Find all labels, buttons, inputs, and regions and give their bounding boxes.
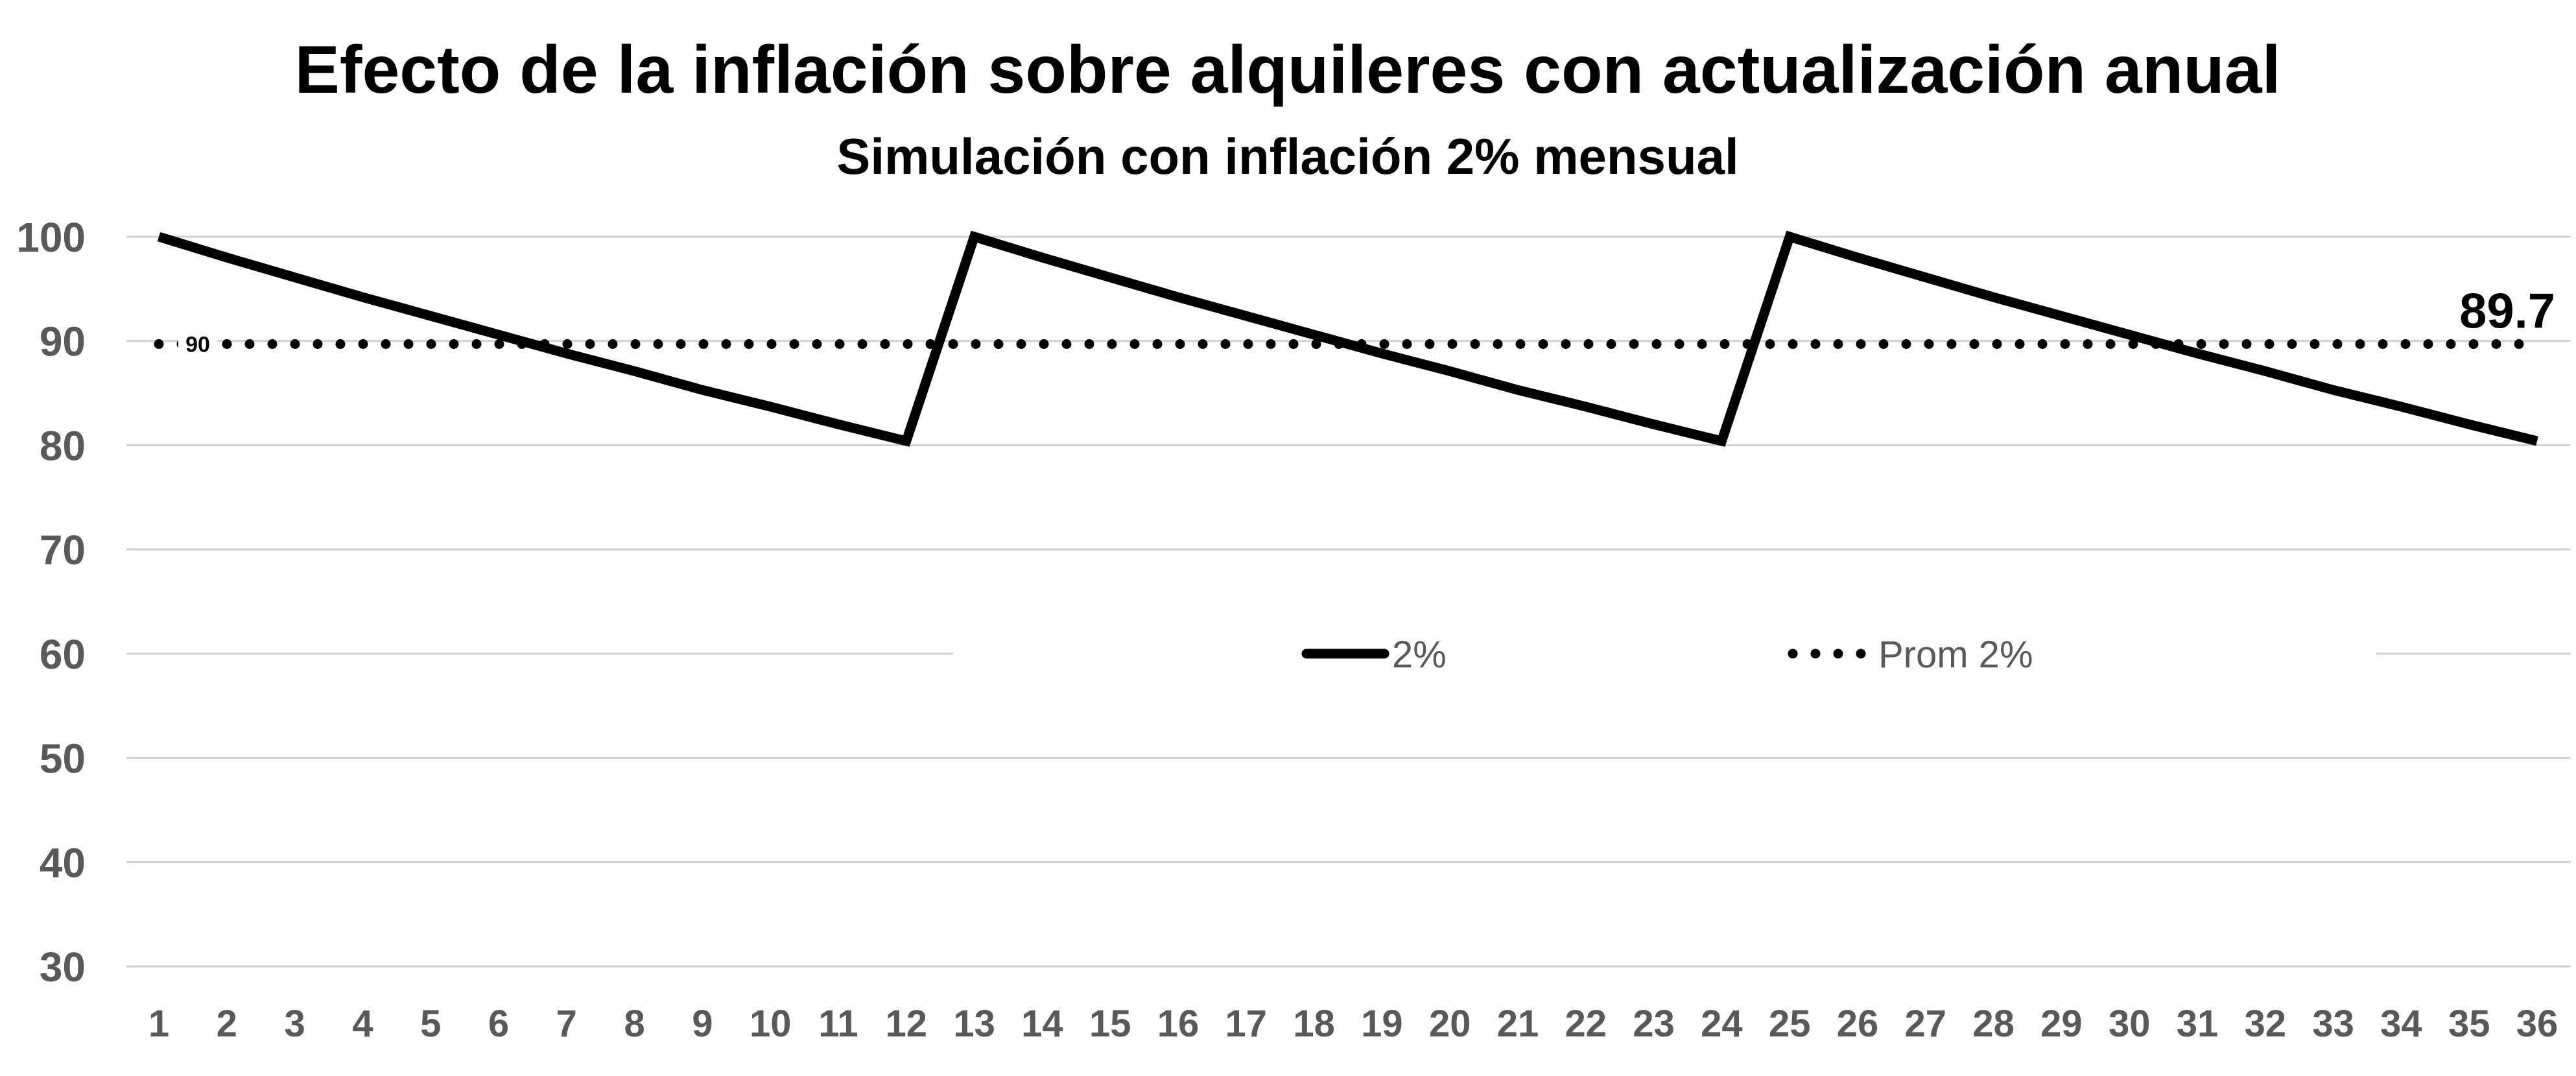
y-tick-label: 40: [40, 839, 86, 886]
x-tick-label: 7: [556, 1003, 577, 1045]
y-tick-label: 30: [40, 944, 86, 990]
x-tick-label: 2: [217, 1003, 237, 1045]
x-tick-label: 26: [1837, 1003, 1879, 1045]
x-tick-label: 36: [2516, 1003, 2558, 1045]
x-tick-label: 5: [420, 1003, 441, 1045]
x-tick-label: 16: [1157, 1003, 1199, 1045]
x-tick-label: 1: [148, 1003, 169, 1045]
y-tick-label: 60: [40, 631, 86, 678]
x-tick-label: 20: [1429, 1003, 1471, 1045]
legend-label-2: Prom 2%: [1878, 634, 2033, 676]
x-tick-label: 4: [352, 1003, 373, 1045]
chart-subtitle: Simulación con inflación 2% mensual: [836, 128, 1738, 185]
x-tick-label: 15: [1089, 1003, 1131, 1045]
x-tick-label: 22: [1565, 1003, 1607, 1045]
x-tick-label: 25: [1769, 1003, 1811, 1045]
x-tick-label: 19: [1361, 1003, 1403, 1045]
x-tick-label: 31: [2177, 1003, 2219, 1045]
y-tick-label: 80: [40, 422, 86, 469]
data-label: 89.7: [2459, 284, 2555, 339]
x-tick-label: 8: [624, 1003, 644, 1045]
x-tick-label: 33: [2312, 1003, 2354, 1045]
x-tick-label: 30: [2109, 1003, 2151, 1045]
data-labels: 90 89.7: [178, 279, 2566, 360]
x-tick-label: 21: [1497, 1003, 1539, 1045]
x-tick-label: 9: [692, 1003, 713, 1045]
x-tick-label: 10: [750, 1003, 792, 1045]
legend-label-1: 2%: [1392, 634, 1447, 676]
x-tick-label: 18: [1293, 1003, 1335, 1045]
x-tick-label: 24: [1701, 1003, 1743, 1045]
series-line-1: [157, 230, 2538, 447]
x-tick-label: 28: [1972, 1003, 2015, 1045]
x-tick-label: 11: [818, 1003, 858, 1045]
x-tick-label: 32: [2245, 1003, 2287, 1045]
x-tick-label: 12: [886, 1003, 928, 1045]
data-label: 90: [185, 333, 210, 357]
chart-title: Efecto de la inflación sobre alquileres …: [294, 32, 2280, 108]
y-tick-label: 70: [40, 527, 86, 573]
x-tick-label: 29: [2040, 1003, 2083, 1045]
y-tick-label: 90: [40, 318, 86, 365]
x-tick-label: 27: [1905, 1003, 1947, 1045]
x-tick-label: 35: [2448, 1003, 2490, 1045]
x-tick-label: 23: [1633, 1003, 1675, 1045]
x-tick-label: 13: [953, 1003, 995, 1045]
x-tick-label: 3: [284, 1003, 305, 1045]
x-tick-label: 14: [1021, 1003, 1063, 1045]
data-label-bg: [2456, 279, 2566, 338]
y-tick-label: 100: [16, 214, 86, 261]
plot-area: [154, 230, 2542, 447]
legend: 2% Prom 2%: [1301, 634, 2033, 676]
x-tick-label: 6: [488, 1003, 509, 1045]
x-tick-label: 34: [2380, 1003, 2422, 1045]
x-tick-label: 17: [1225, 1003, 1268, 1045]
data-label-bg: [178, 328, 217, 360]
y-tick-label: 50: [40, 735, 86, 782]
